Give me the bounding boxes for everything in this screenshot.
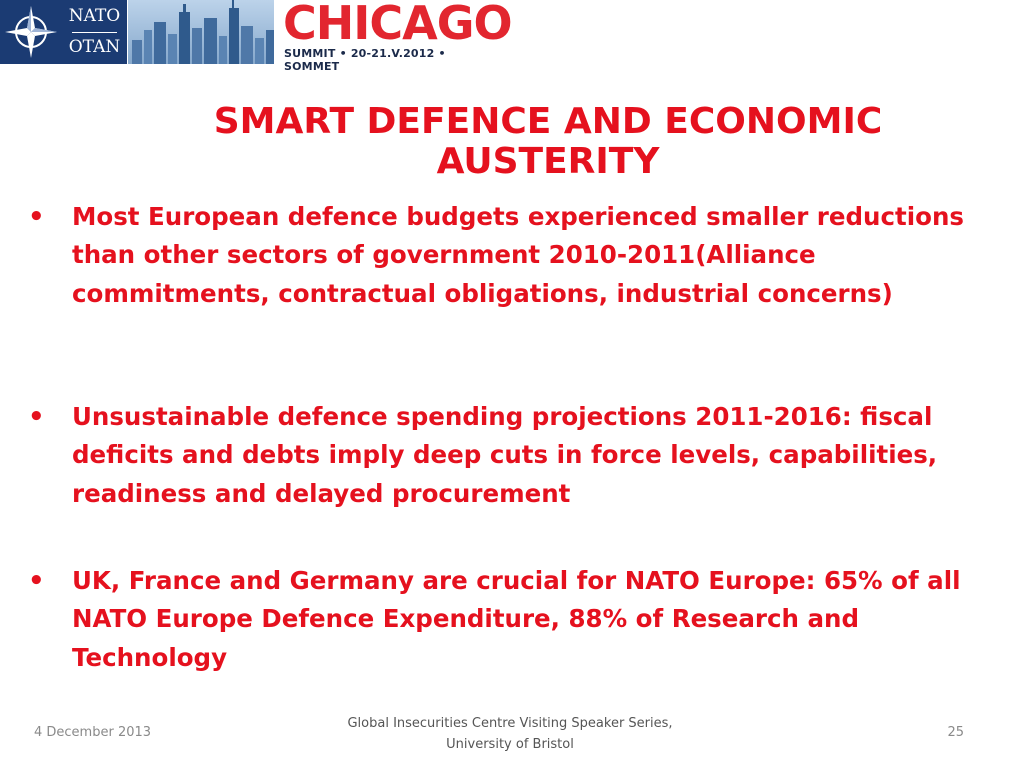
slide-title: SMART DEFENCE AND ECONOMIC AUSTERITY xyxy=(213,101,883,182)
bullet-item: • Unsustainable defence spending project… xyxy=(28,398,982,513)
otan-label: OTAN xyxy=(68,37,121,57)
bullet-text: Most European defence budgets experience… xyxy=(72,202,964,308)
summit-date-line: SUMMIT • 20-21.V.2012 • SOMMET xyxy=(284,47,446,73)
nato-label: NATO xyxy=(68,6,121,26)
slide-number: 25 xyxy=(947,725,964,740)
bullet-marker: • xyxy=(28,566,45,596)
footer-series-caption: Global Insecurities Centre Visiting Spea… xyxy=(347,716,673,752)
bullet-item: • UK, France and Germany are crucial for… xyxy=(28,562,982,677)
summit-banner: NATO OTAN CHICAGO SUMMIT • 20-21.V.2012 … xyxy=(0,0,513,73)
city-skyline-image xyxy=(128,0,274,64)
footer-date: 4 December 2013 xyxy=(34,725,152,740)
nato-compass-star-icon xyxy=(5,6,57,58)
nato-otan-wordmark: NATO OTAN xyxy=(62,0,127,64)
nato-emblem xyxy=(0,0,62,64)
nato-divider xyxy=(72,32,117,33)
bullet-text: UK, France and Germany are crucial for N… xyxy=(72,566,961,672)
bullet-text: Unsustainable defence spending projectio… xyxy=(72,402,938,508)
bullet-marker: • xyxy=(28,202,45,232)
chicago-summit-logo: CHICAGO xyxy=(283,0,513,50)
bullet-marker: • xyxy=(28,402,45,432)
bullet-item: • Most European defence budgets experien… xyxy=(28,198,982,313)
